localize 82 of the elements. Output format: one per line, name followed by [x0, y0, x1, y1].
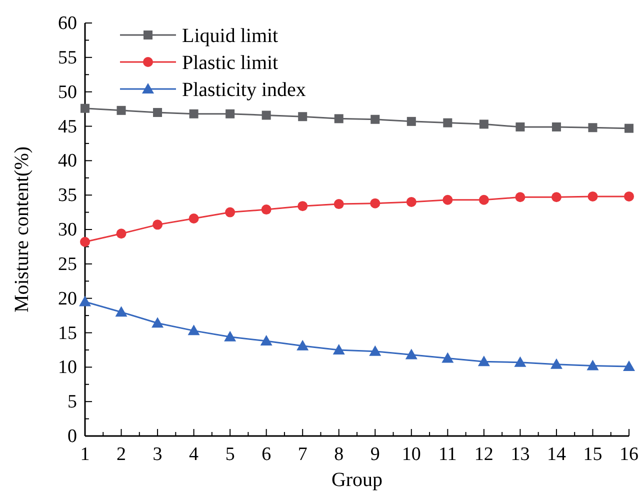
x-tick-label: 11	[438, 444, 457, 465]
point	[334, 199, 344, 210]
x-tick-label: 8	[334, 444, 344, 465]
point	[152, 317, 164, 328]
point	[406, 196, 416, 207]
point	[298, 112, 308, 122]
x-tick-label: 15	[583, 444, 602, 465]
point	[80, 236, 90, 247]
point	[369, 345, 382, 356]
point	[116, 228, 126, 239]
point	[443, 118, 452, 128]
point	[478, 194, 489, 205]
point	[551, 192, 562, 202]
y-tick-label: 15	[58, 322, 77, 344]
x-tick-label: 9	[370, 444, 380, 465]
point	[296, 340, 309, 350]
point	[370, 198, 380, 208]
x-tick-label: 7	[298, 444, 308, 465]
point	[442, 194, 453, 205]
point	[624, 191, 634, 202]
point	[478, 356, 490, 366]
x-tick-label: 4	[189, 444, 200, 465]
point	[479, 120, 488, 129]
x-tick-label: 5	[225, 444, 235, 465]
y-tick-label: 60	[58, 13, 77, 34]
point	[188, 213, 199, 224]
x-tick-label: 13	[510, 444, 530, 465]
point	[442, 352, 454, 363]
point	[588, 123, 598, 132]
point	[624, 124, 634, 133]
y-tick-label: 55	[58, 47, 77, 68]
point	[188, 324, 200, 336]
point	[115, 306, 128, 317]
y-tick-label: 40	[58, 150, 77, 172]
point	[80, 104, 90, 113]
legend-label: Plastic limit	[182, 52, 279, 74]
point	[224, 330, 236, 342]
point	[332, 344, 345, 354]
point	[588, 191, 598, 202]
y-tick-label: 35	[58, 185, 77, 206]
x-axis-title: Group	[331, 469, 383, 491]
point	[261, 204, 272, 215]
point	[370, 114, 380, 124]
point	[262, 110, 271, 120]
x-tick-label: 3	[152, 444, 162, 465]
x-tick-label: 2	[116, 444, 126, 465]
legend-label: Plasticity index	[182, 79, 306, 101]
y-tick-label: 10	[58, 357, 77, 378]
y-axis-title: Moisture content(%)	[11, 146, 33, 313]
point	[552, 122, 561, 132]
point	[514, 356, 526, 367]
x-tick-label: 14	[546, 444, 566, 465]
point	[260, 335, 272, 346]
point	[515, 192, 526, 202]
y-tick-label: 25	[58, 254, 77, 275]
y-tick-label: 45	[58, 116, 77, 138]
y-tick-label: 20	[58, 288, 77, 310]
point	[226, 109, 235, 118]
point	[116, 106, 126, 115]
x-tick-label: 1	[80, 444, 90, 465]
x-tick-label: 16	[620, 444, 638, 465]
point	[189, 109, 198, 118]
point	[586, 360, 599, 370]
legend-label: Liquid limit	[182, 25, 279, 47]
x-tick-label: 10	[402, 444, 421, 465]
point	[406, 116, 416, 126]
y-tick-label: 0	[68, 426, 77, 447]
y-tick-label: 5	[68, 392, 77, 413]
x-tick-label: 12	[474, 444, 494, 465]
point	[79, 296, 91, 306]
y-tick-label: 50	[58, 82, 77, 103]
point	[298, 201, 308, 212]
point	[225, 207, 236, 218]
point	[405, 348, 418, 360]
point	[550, 358, 562, 369]
y-tick-label: 30	[58, 220, 77, 240]
x-tick-label: 6	[262, 444, 272, 465]
point	[152, 220, 163, 230]
point	[516, 122, 525, 132]
point	[623, 360, 635, 371]
point	[334, 114, 344, 124]
point	[153, 108, 162, 117]
